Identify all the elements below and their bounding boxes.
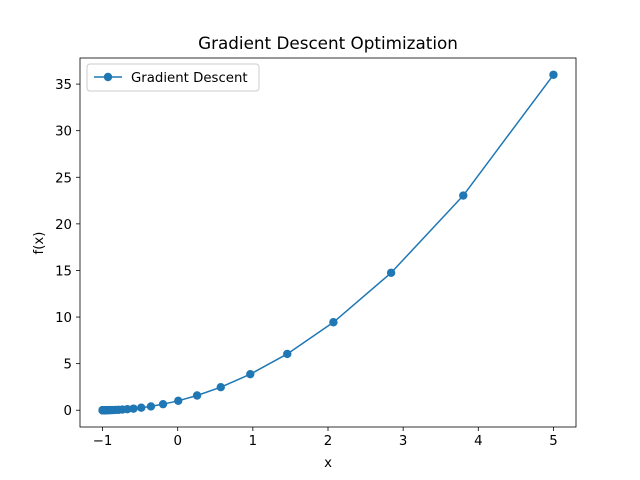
x-tick-label: 0 [173,434,181,449]
y-tick-label: 15 [55,264,72,279]
x-tick-label: 5 [549,434,557,449]
x-tick-label: 4 [474,434,482,449]
y-tick-label: 30 [55,125,72,140]
y-tick-label: 5 [64,358,72,373]
chart-title: Gradient Descent Optimization [198,33,458,53]
plot-area [98,70,558,415]
data-point [216,383,225,392]
y-tick-label: 10 [55,311,72,326]
data-point [283,349,292,359]
data-point [137,403,146,412]
data-point [192,391,202,400]
x-axis-label: x [324,456,332,471]
y-tick-label: 20 [55,218,72,233]
data-point [129,404,138,413]
data-point [158,399,168,409]
y-tick-label: 35 [55,78,72,93]
legend-box [86,63,260,92]
x-tick-label: 3 [399,434,407,449]
x-tick-label: 2 [324,434,332,449]
data-point [146,402,156,411]
y-axis-label: f(x) [32,232,47,255]
x-tick-label: 1 [249,434,257,449]
legend-marker [103,72,113,82]
data-point [329,318,338,327]
data-point [386,268,396,277]
data-point [174,396,183,406]
data-point [549,70,558,79]
y-tick-label: 25 [55,171,72,186]
axes: −1 0 1 2 3 4 5 0 5 10 15 20 25 30 35 [55,57,577,449]
x-tick-label: −1 [93,434,113,449]
data-point [246,369,255,379]
data-point [459,191,468,200]
y-tick-label: 0 [64,404,72,419]
legend-label: Gradient Descent [131,71,248,86]
legend: Gradient Descent [86,63,260,92]
data-point [98,406,107,415]
